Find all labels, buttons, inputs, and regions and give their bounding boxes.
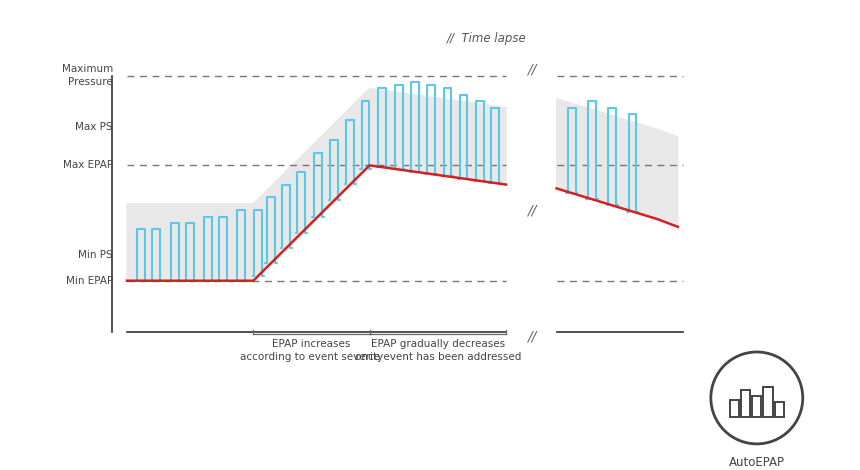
Bar: [775, 402, 784, 417]
Bar: [752, 396, 761, 417]
Polygon shape: [127, 88, 506, 281]
Text: //  Time lapse: // Time lapse: [447, 32, 527, 45]
Text: EPAP increases
according to event severity: EPAP increases according to event severi…: [240, 339, 383, 362]
Bar: [741, 390, 750, 417]
Text: EPAP gradually decreases
once event has been addressed: EPAP gradually decreases once event has …: [354, 339, 521, 362]
Text: AutoEPAP: AutoEPAP: [728, 456, 785, 470]
Text: Min PS: Min PS: [78, 250, 113, 260]
Text: Max PS: Max PS: [76, 122, 113, 132]
Text: Min EPAP: Min EPAP: [65, 276, 113, 286]
Text: //: //: [526, 203, 536, 217]
Text: //: //: [526, 329, 536, 344]
Bar: [764, 387, 772, 417]
Text: Max EPAP: Max EPAP: [63, 160, 113, 170]
Text: Maximum
Pressure: Maximum Pressure: [62, 64, 113, 87]
Polygon shape: [556, 99, 678, 227]
Text: //: //: [526, 62, 536, 76]
Bar: [729, 400, 739, 417]
